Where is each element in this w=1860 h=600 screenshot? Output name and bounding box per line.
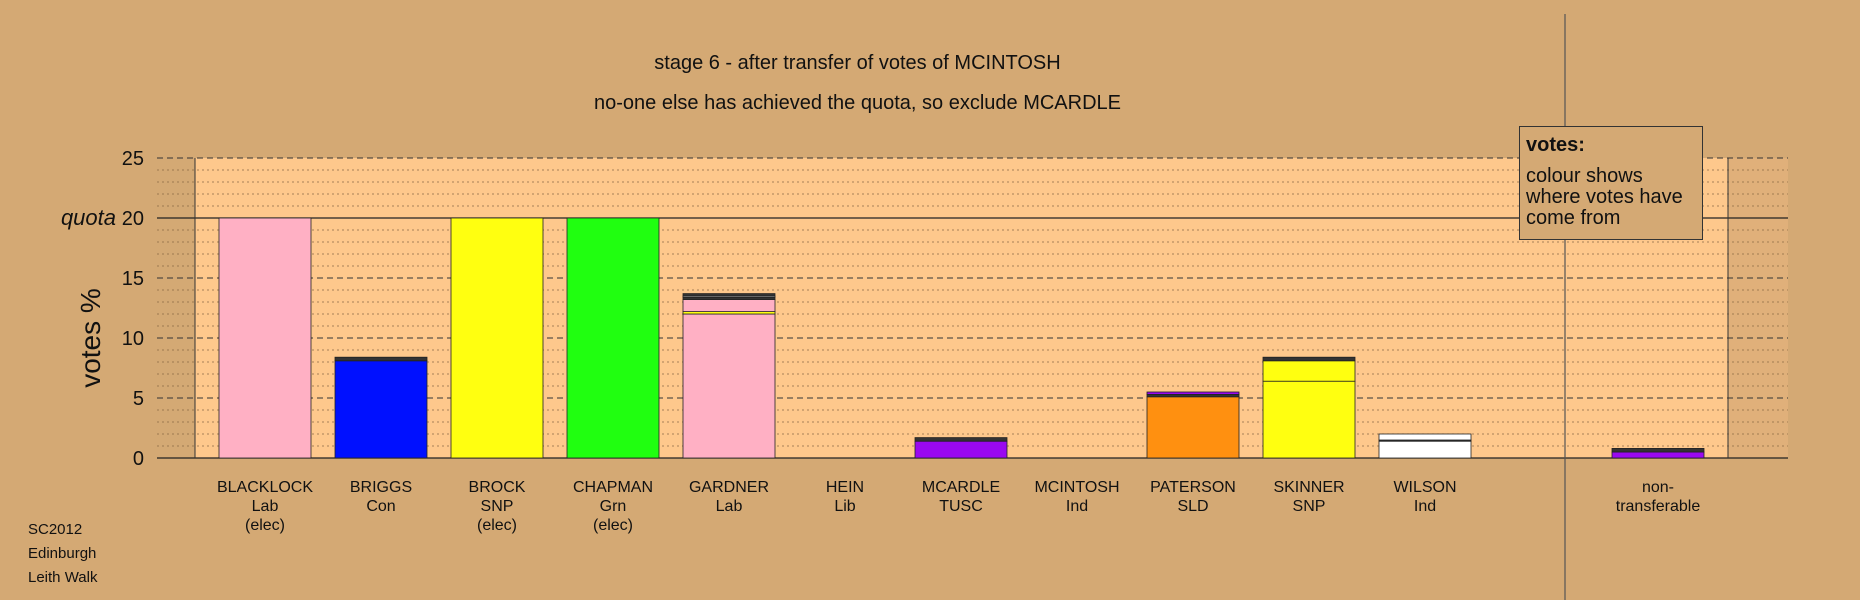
legend-text: colour shows where votes have come from	[1526, 165, 1683, 229]
candidate-label-blacklock-line: Lab	[251, 498, 279, 515]
candidate-label-wilson-line: WILSON	[1393, 479, 1457, 496]
y-tick-label: 20	[122, 208, 144, 230]
bar-mcardle-segment-0	[914, 440, 1008, 459]
bar-gardner-segment-2	[682, 299, 776, 313]
bar-skinner-segment-2	[1262, 356, 1356, 362]
candidate-label-mcardle-line: TUSC	[939, 498, 983, 515]
candidate-label-briggs-line: BRIGGS	[349, 479, 413, 496]
candidate-label-mcardle-line: MCARDLE	[921, 479, 1001, 496]
candidate-label-nontransferable-line: non-	[1641, 479, 1675, 496]
candidate-label-paterson-line: PATERSON	[1150, 479, 1236, 496]
bar-blacklock-segment-0	[218, 217, 312, 459]
candidate-label-chapman-line: (elec)	[592, 517, 633, 534]
chart-subtitle: no-one else has achieved the quota, so e…	[594, 92, 1121, 114]
footnote-line-1: SC2012	[28, 521, 83, 538]
y-axis-label: votes %	[75, 288, 106, 388]
candidate-label-nontransferable: non-transferable	[1603, 478, 1713, 516]
candidate-label-brock-line: BROCK	[468, 479, 526, 496]
plot-area	[195, 158, 1728, 458]
bar-paterson-segment-2	[1146, 391, 1240, 395]
candidate-label-brock-line: (elec)	[476, 517, 517, 534]
candidate-label-skinner-line: SNP	[1292, 498, 1326, 515]
candidate-label-chapman: CHAPMAN Grn (elec)	[558, 478, 668, 535]
quota-label: quota	[61, 205, 116, 230]
candidate-label-paterson: PATERSON SLD	[1138, 478, 1248, 516]
y-tick-label: 15	[122, 268, 144, 290]
legend-heading: votes:	[1526, 134, 1585, 156]
bar-brock-segment-0	[450, 217, 544, 459]
candidate-label-blacklock-line: BLACKLOCK	[216, 479, 314, 496]
y-tick-label: 5	[133, 388, 144, 410]
y-tick-label: 25	[122, 148, 144, 170]
candidate-label-wilson: WILSON Ind	[1370, 478, 1480, 516]
bar-skinner-segment-1	[1262, 360, 1356, 382]
candidate-label-briggs: BRIGGS Con	[326, 478, 436, 516]
bar-gardner-segment-0	[682, 313, 776, 459]
chart-title: stage 6 - after transfer of votes of MCI…	[654, 52, 1061, 74]
candidate-label-nontransferable-line: transferable	[1615, 498, 1701, 515]
candidate-label-skinner-line: SKINNER	[1273, 479, 1345, 496]
y-tick-label: 10	[122, 328, 144, 350]
candidate-label-blacklock-line: (elec)	[244, 517, 285, 534]
y-tick-label: 0	[133, 448, 144, 470]
candidate-label-mcardle: MCARDLE TUSC	[906, 478, 1016, 516]
bar-nontransferable-segment-0	[1611, 451, 1705, 459]
candidate-label-wilson-line: Ind	[1413, 498, 1437, 515]
candidate-label-gardner-line: Lab	[715, 498, 743, 515]
candidate-label-gardner: GARDNER Lab	[674, 478, 784, 516]
candidate-label-brock-line: SNP	[480, 498, 514, 515]
bar-skinner-segment-0	[1262, 380, 1356, 459]
bar-briggs-segment-0	[334, 360, 428, 459]
bar-wilson-segment-0	[1378, 440, 1472, 459]
bar-gardner-segment-5	[682, 293, 776, 297]
footnote-line-3: Leith Walk	[28, 569, 98, 586]
candidate-label-chapman-line: CHAPMAN	[572, 479, 653, 496]
candidate-label-brock: BROCK SNP (elec)	[442, 478, 552, 535]
bar-chapman-segment-0	[566, 217, 660, 459]
candidate-label-hein-line: Lib	[834, 498, 856, 515]
candidate-label-chapman-line: Grn	[599, 498, 627, 515]
bar-wilson-segment-2	[1378, 433, 1472, 441]
bar-mcardle-segment-1	[914, 437, 1008, 442]
bar-nontransferable-segment-1	[1611, 447, 1705, 453]
candidate-label-blacklock: BLACKLOCK Lab (elec)	[210, 478, 320, 535]
legend: votes: colour shows where votes have com…	[1519, 126, 1703, 240]
candidate-label-mcintosh: MCINTOSH Ind	[1022, 478, 1132, 516]
bar-briggs-segment-1	[334, 356, 428, 362]
candidate-label-mcintosh-line: Ind	[1065, 498, 1089, 515]
candidate-label-hein: HEIN Lib	[790, 478, 900, 516]
plot-area-right-margin	[1728, 158, 1788, 458]
candidate-label-mcintosh-line: MCINTOSH	[1034, 479, 1120, 496]
candidate-label-hein-line: HEIN	[825, 479, 865, 496]
bar-paterson-segment-0	[1146, 396, 1240, 459]
candidate-label-paterson-line: SLD	[1177, 498, 1209, 515]
candidate-label-skinner: SKINNER SNP	[1254, 478, 1364, 516]
candidate-label-gardner-line: GARDNER	[688, 479, 769, 496]
footnote-line-2: Edinburgh	[28, 545, 97, 562]
candidate-label-briggs-line: Con	[366, 498, 396, 515]
